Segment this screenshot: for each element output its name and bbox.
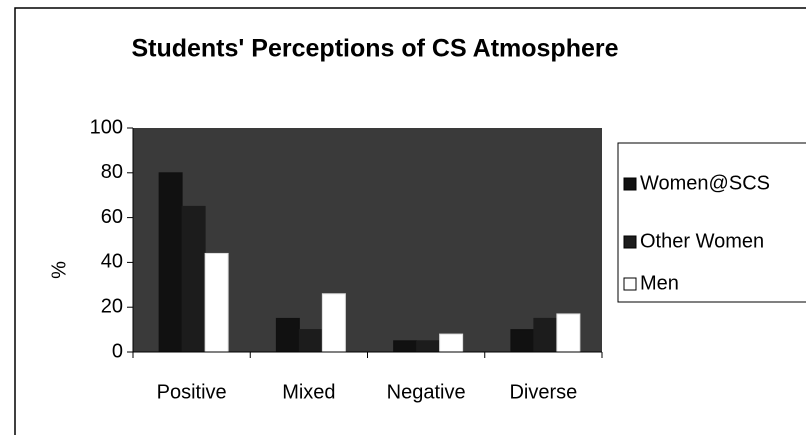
legend-swatch [623, 235, 637, 249]
legend-swatch [623, 177, 637, 191]
y-axis-label: % [48, 261, 70, 279]
bar [393, 340, 418, 353]
legend-swatch [623, 277, 637, 291]
legend-label: Other Women [640, 230, 764, 252]
bar [181, 205, 206, 353]
bar [416, 340, 441, 353]
bar [298, 329, 323, 353]
bar [321, 293, 346, 353]
bar [533, 317, 558, 353]
y-tick-label: 100 [90, 116, 123, 138]
legend-label: Women@SCS [640, 172, 770, 194]
x-tick-label: Negative [387, 381, 466, 403]
x-tick-label: Mixed [282, 381, 335, 403]
y-tick-label: 80 [101, 161, 123, 183]
chart-title: Students' Perceptions of CS Atmosphere [131, 35, 618, 63]
x-tick-label: Diverse [509, 381, 577, 403]
bar [158, 172, 183, 353]
bar [510, 329, 535, 353]
bar [439, 333, 464, 353]
y-tick-label: 40 [101, 251, 123, 273]
legend [617, 142, 806, 303]
bar [204, 252, 229, 353]
bar [275, 317, 300, 353]
x-tick-label: Positive [157, 381, 227, 403]
y-tick-label: 60 [101, 206, 123, 228]
legend-label: Men [640, 272, 679, 294]
bar [556, 313, 581, 353]
y-tick-label: 20 [101, 295, 123, 317]
y-tick-label: 0 [112, 340, 123, 362]
